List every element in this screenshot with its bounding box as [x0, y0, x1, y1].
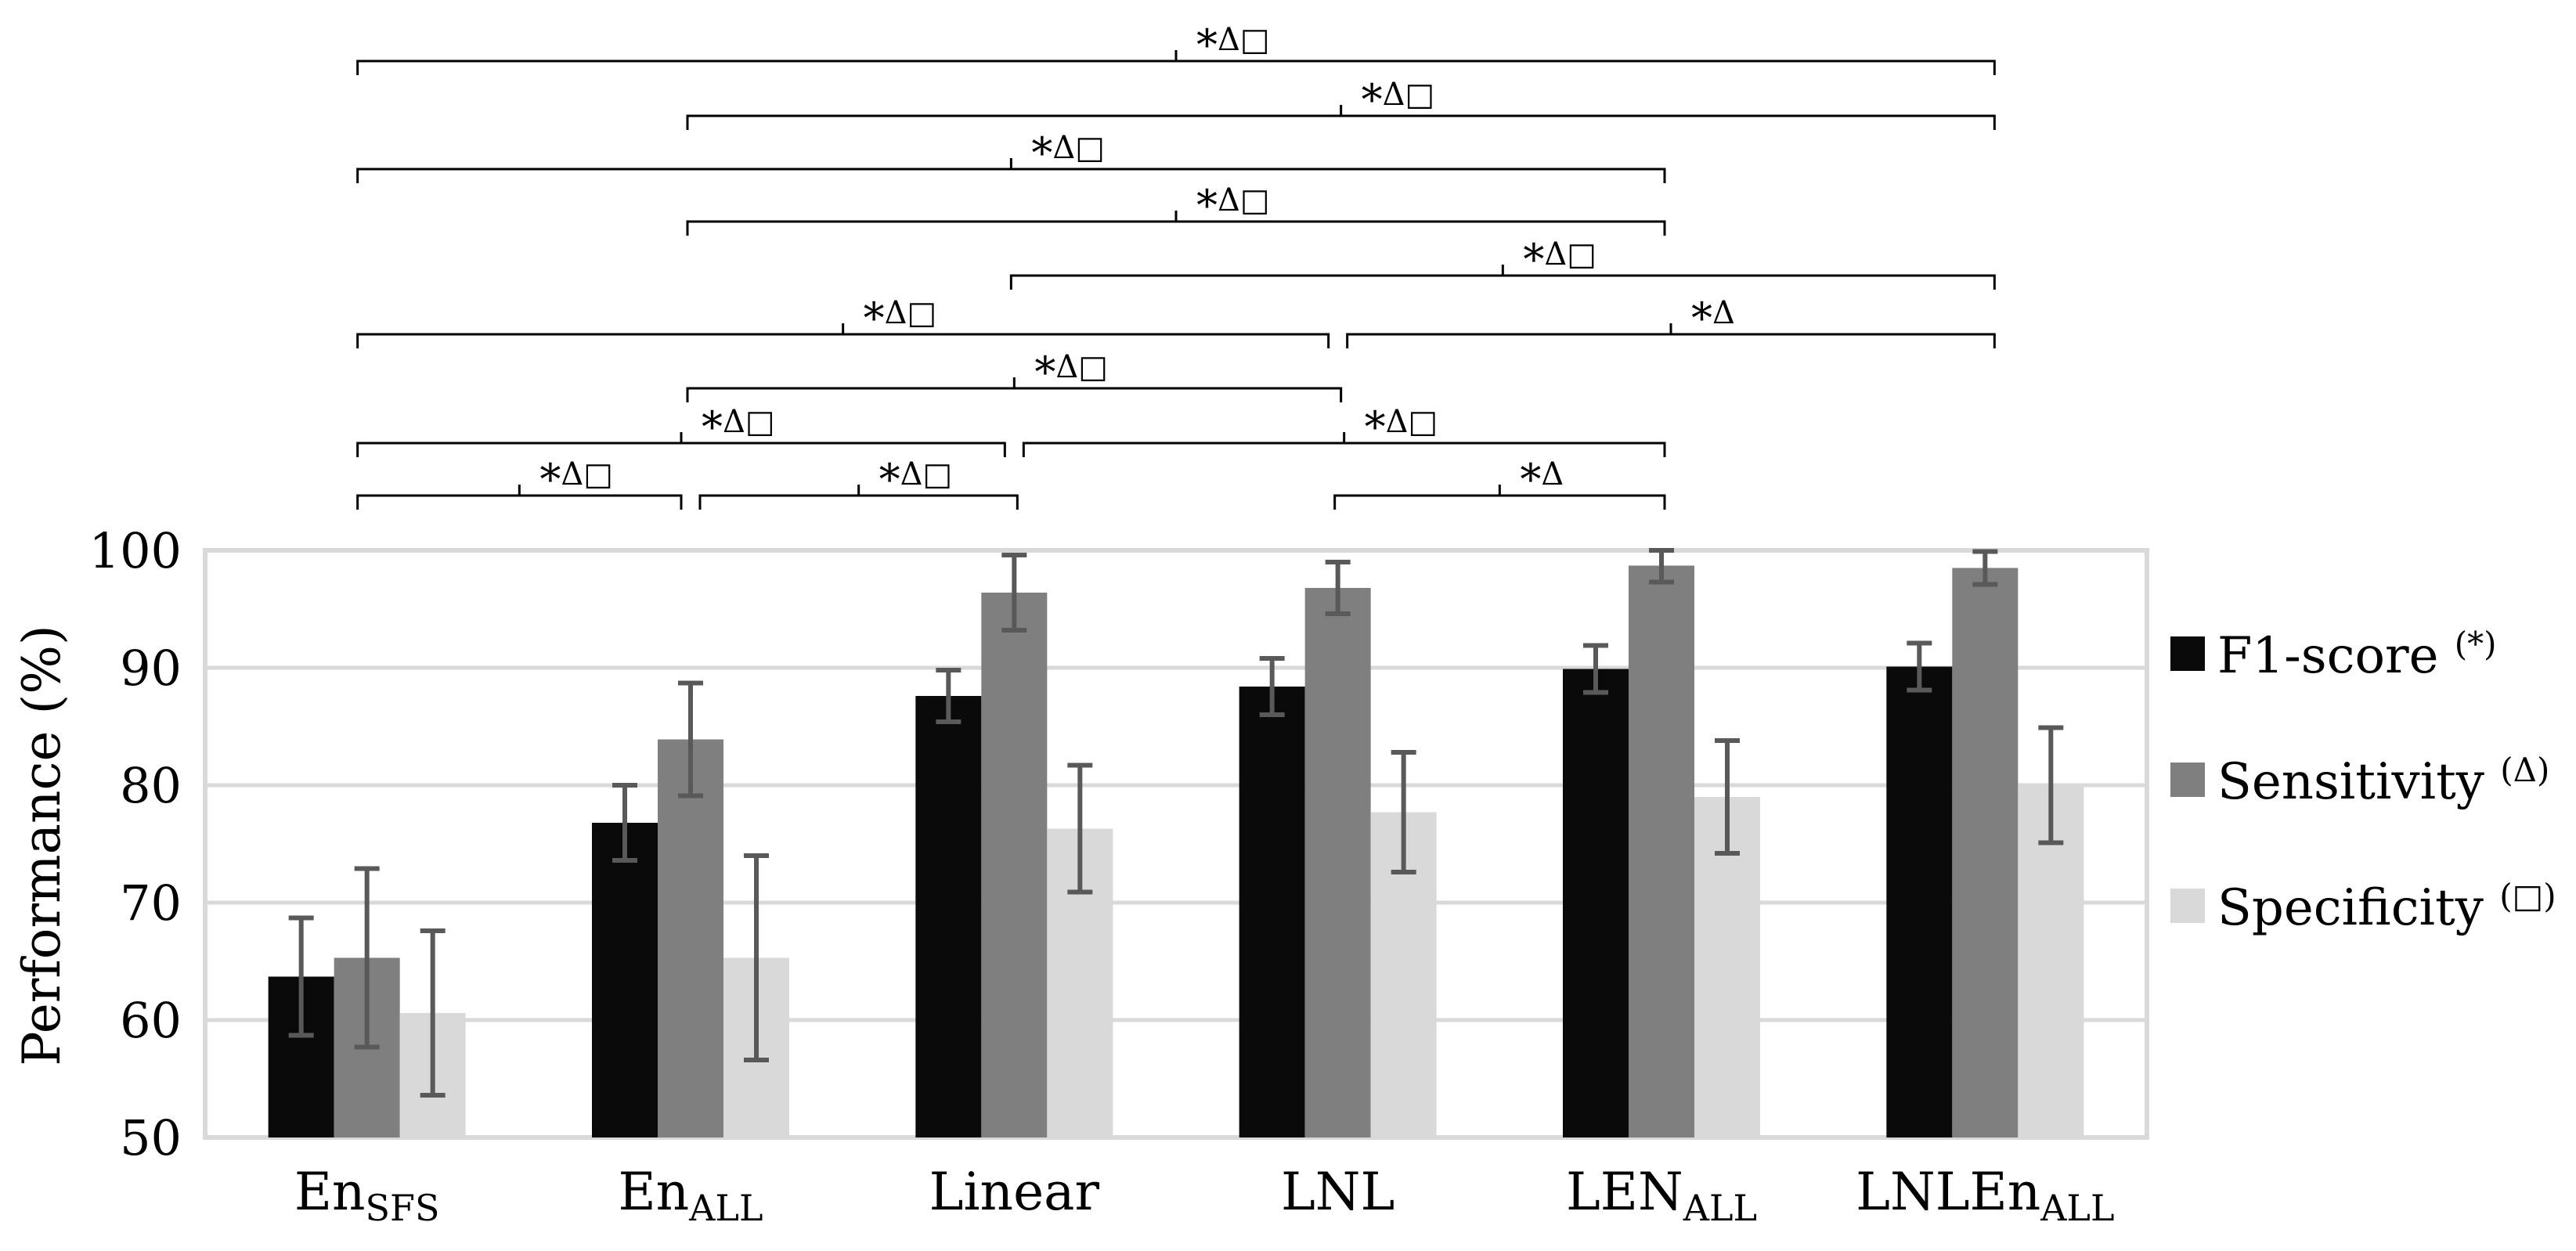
- y-axis-label: Performance (%): [12, 625, 72, 1065]
- bracket-line: [356, 59, 1996, 75]
- significance-label: *Δ□: [1523, 235, 1596, 284]
- bracket-line: [1009, 274, 1996, 290]
- significance-bracket: *Δ□: [686, 75, 1996, 130]
- significance-bracket: *Δ: [1346, 294, 1996, 348]
- error-bar: [1325, 560, 1351, 616]
- significance-bracket: *Δ□: [356, 294, 1330, 348]
- error-bar: [1715, 738, 1740, 856]
- significance-label: *Δ□: [1031, 128, 1105, 178]
- significance-label: *Δ□: [1362, 75, 1435, 124]
- x-tick-labels: EnSFS EnALL Linear LNL LENALL LNLEnALL: [294, 1162, 2115, 1229]
- error-bar: [288, 915, 314, 1038]
- x-tick-label: EnALL: [618, 1162, 763, 1229]
- error-bar: [1067, 762, 1093, 895]
- significance-bracket: *Δ□: [356, 402, 1006, 457]
- bar-f1-score-4: [1563, 669, 1629, 1137]
- legend-swatch: [2170, 889, 2205, 923]
- error-bar: [354, 866, 380, 1050]
- significance-bracket: *Δ□: [356, 20, 1996, 75]
- y-tick-label: 70: [120, 874, 182, 932]
- error-bar: [1001, 553, 1027, 633]
- significance-label: *Δ: [1691, 294, 1735, 343]
- significance-label: *Δ□: [702, 402, 775, 452]
- bracket-line: [1333, 494, 1666, 510]
- error-bars: [288, 548, 2064, 1098]
- legend-label: Specificity (□): [2217, 877, 2556, 937]
- gridlines: [205, 665, 2147, 1022]
- legend-label: F1-score (*): [2217, 625, 2497, 685]
- significance-bracket: *Δ□: [1022, 402, 1666, 457]
- x-tick-label: LENALL: [1566, 1162, 1757, 1229]
- x-tick-label: LNL: [1281, 1162, 1394, 1222]
- y-tick-label: 50: [120, 1109, 182, 1166]
- x-tick-label: LNLEnALL: [1856, 1162, 2114, 1229]
- error-bar: [2038, 725, 2064, 845]
- error-bar: [1391, 750, 1416, 874]
- legend-label: Sensitivity (Δ): [2217, 751, 2549, 811]
- bracket-line: [686, 220, 1666, 236]
- significance-bracket: *Δ□: [356, 455, 683, 510]
- significance-label: *Δ□: [864, 294, 937, 343]
- significance-bracket: *Δ□: [1009, 235, 1996, 290]
- error-bar: [1972, 549, 1998, 587]
- bracket-line: [356, 333, 1330, 348]
- significance-label: *Δ: [1520, 455, 1564, 504]
- significance-bracket: *Δ: [1333, 455, 1666, 510]
- significance-bracket: *Δ□: [356, 128, 1666, 183]
- error-bar: [420, 928, 446, 1098]
- legend-swatch: [2170, 762, 2205, 797]
- legend-item-specificity: Specificity (□): [2170, 877, 2556, 937]
- significance-label: *Δ□: [1196, 181, 1270, 230]
- bar-f1-score-1: [592, 823, 658, 1137]
- bar-sensitivity-4: [1629, 565, 1694, 1137]
- legend-swatch: [2170, 636, 2205, 671]
- error-bar: [1583, 643, 1608, 695]
- bar-f1-score-3: [1239, 687, 1305, 1137]
- y-tick-label: 90: [120, 640, 182, 697]
- significance-label: *Δ□: [1196, 20, 1270, 70]
- significance-bracket: *Δ□: [698, 455, 1019, 510]
- bracket-line: [1346, 333, 1996, 348]
- x-tick-label: Linear: [929, 1162, 1100, 1222]
- bracket-line: [698, 494, 1019, 510]
- y-tick-label: 80: [120, 757, 182, 814]
- error-bar: [744, 853, 769, 1062]
- y-tick-label: 60: [120, 992, 182, 1049]
- bracket-line: [686, 114, 1996, 130]
- legend-item-sensitivity: Sensitivity (Δ): [2170, 751, 2549, 811]
- bar-sensitivity-5: [1952, 568, 2019, 1137]
- bar-sensitivity-2: [981, 593, 1048, 1137]
- significance-label: *Δ□: [1034, 348, 1108, 397]
- bracket-line: [356, 494, 683, 510]
- bracket-line: [1022, 442, 1666, 457]
- bracket-line: [686, 387, 1343, 402]
- significance-label: *Δ□: [1365, 402, 1438, 452]
- error-bar: [1907, 640, 1932, 693]
- error-bar: [678, 680, 703, 799]
- bar-f1-score-5: [1886, 666, 1953, 1137]
- error-bar: [1259, 656, 1285, 717]
- y-tick-labels: 50 60 70 80 90 100: [89, 522, 182, 1166]
- bracket-line: [356, 168, 1666, 183]
- y-tick-label: 100: [89, 522, 182, 579]
- significance-bracket: *Δ□: [686, 348, 1343, 402]
- legend: F1-score (*) Sensitivity (Δ) Specificity (…: [2170, 625, 2556, 937]
- bar-sensitivity-3: [1304, 588, 1371, 1137]
- bar-f1-score-2: [915, 696, 982, 1137]
- legend-item-f1-score: F1-score (*): [2170, 625, 2497, 685]
- bars: [268, 565, 2084, 1137]
- significance-label: *Δ□: [879, 455, 953, 504]
- significance-label: *Δ□: [539, 455, 613, 504]
- error-bar: [612, 783, 637, 863]
- x-tick-label: EnSFS: [294, 1162, 440, 1229]
- plot-frame: [203, 548, 2149, 1140]
- significance-bracket: *Δ□: [686, 181, 1666, 236]
- significance-brackets: *Δ□ *Δ□ *Δ□ *Δ□ *Δ□ *Δ□ *Δ *Δ□ *Δ□ *Δ□ *Δ□ *Δ□ *Δ: [356, 20, 1996, 510]
- bracket-line: [356, 442, 1006, 457]
- error-bar: [1649, 548, 1674, 585]
- error-bar: [936, 668, 961, 724]
- bar-sensitivity-1: [658, 739, 723, 1137]
